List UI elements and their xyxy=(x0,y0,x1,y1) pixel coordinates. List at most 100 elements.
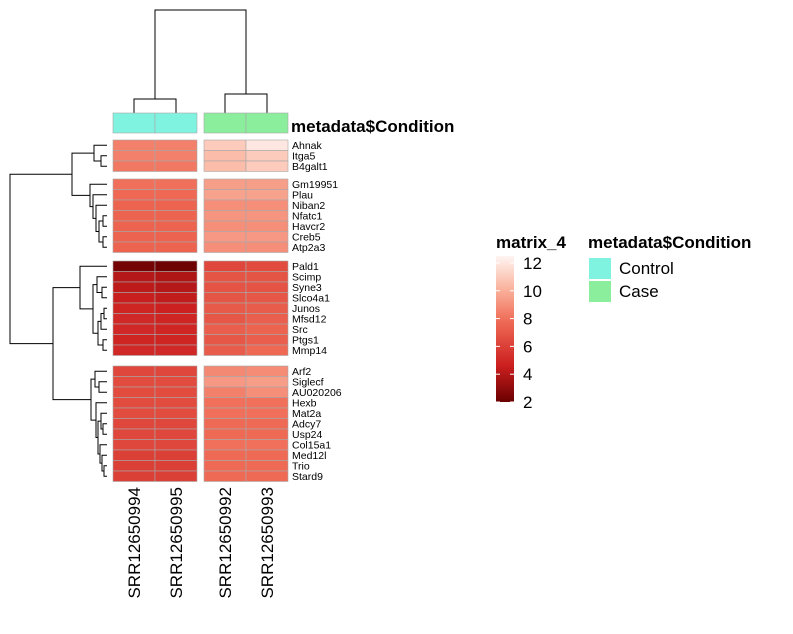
dendrogram-branch xyxy=(71,152,94,196)
gene-label: Arf2 xyxy=(292,366,311,378)
heatmap-cell xyxy=(154,428,198,440)
heatmap-cell xyxy=(203,199,247,211)
gene-label: B4galt1 xyxy=(292,161,328,173)
heatmap-cell xyxy=(112,470,156,482)
condition-legend-items: Control Case xyxy=(589,258,674,302)
annotation-cell xyxy=(203,112,247,134)
heatmap-cell xyxy=(112,407,156,419)
annotation-title: metadata$Condition xyxy=(291,117,454,136)
heatmap-cell xyxy=(203,334,247,346)
heatmap-cell xyxy=(154,260,198,272)
heatmap-cell xyxy=(154,334,198,346)
condition-annotation-bar xyxy=(112,112,289,134)
gene-label: Ahnak xyxy=(292,140,323,152)
legend-tick-label: 8 xyxy=(523,310,532,329)
annotation-cell xyxy=(112,112,156,134)
heatmap-cell xyxy=(245,386,289,398)
heatmap-cell xyxy=(154,449,198,461)
gene-label: Gm19951 xyxy=(292,179,338,191)
heatmap-cell xyxy=(112,160,156,172)
sample-label: SRR12650992 xyxy=(216,487,235,599)
legend-tick-label: 6 xyxy=(523,337,532,356)
heatmap-cell xyxy=(112,418,156,430)
heatmap-cell xyxy=(154,189,198,201)
heatmap-cell xyxy=(203,220,247,232)
column-dendrogram xyxy=(133,9,268,113)
gene-label: Col15a1 xyxy=(292,439,331,451)
heatmap-cell xyxy=(245,376,289,388)
dendrogram-branch xyxy=(133,98,177,113)
heatmap-cell xyxy=(245,178,289,190)
dendrogram-branch xyxy=(102,236,107,248)
heatmap-cell xyxy=(245,397,289,409)
heatmap-cell xyxy=(245,428,289,440)
heatmap-cell xyxy=(203,160,247,172)
dendrogram-branch xyxy=(103,465,107,477)
heatmap-cell xyxy=(203,178,247,190)
heatmap-cell xyxy=(154,220,198,232)
heatmap-cell xyxy=(245,160,289,172)
heatmap-cell xyxy=(203,460,247,472)
heatmap-cell xyxy=(245,139,289,151)
legend-tick-label: 4 xyxy=(523,365,532,384)
heatmap-cell xyxy=(112,139,156,151)
heatmap-cell xyxy=(112,365,156,377)
gene-label: Junos xyxy=(292,303,320,315)
gene-label: Syne3 xyxy=(292,282,322,294)
heatmap-cell xyxy=(203,397,247,409)
heatmap-cell xyxy=(154,139,198,151)
dendrogram-branch xyxy=(99,444,107,464)
color-legend-title: matrix_4 xyxy=(496,233,566,252)
condition-legend-title: metadata$Condition xyxy=(588,233,751,252)
heatmap-cell xyxy=(203,231,247,243)
color-legend-bar xyxy=(496,256,514,402)
condition-legend-swatch xyxy=(589,281,611,302)
heatmap-cell xyxy=(112,220,156,232)
heatmap-cell xyxy=(203,292,247,304)
sample-label: SRR12650994 xyxy=(125,487,144,599)
heatmap-cell xyxy=(245,210,289,222)
gene-label: Pald1 xyxy=(292,261,319,273)
heatmap-cell xyxy=(154,407,198,419)
heatmap-cell xyxy=(245,313,289,325)
dendrogram-branch xyxy=(102,215,107,227)
heatmap-cell xyxy=(203,428,247,440)
heatmap-cell xyxy=(112,210,156,222)
sample-labels: SRR12650994 SRR12650995 SRR12650992 SRR1265… xyxy=(125,487,277,599)
gene-label: Creb5 xyxy=(292,231,321,243)
heatmap-cell xyxy=(154,160,198,172)
heatmap-cell xyxy=(245,231,289,243)
heatmap-cell xyxy=(112,150,156,162)
dendrogram-branch xyxy=(154,9,247,99)
heatmap-cell xyxy=(203,407,247,419)
heatmap-cell xyxy=(245,323,289,335)
heatmap-cell xyxy=(112,178,156,190)
heatmap-cell xyxy=(203,281,247,293)
legend-tick-label: 12 xyxy=(523,254,542,273)
heatmap-cell xyxy=(203,439,247,451)
heatmap-cell xyxy=(245,150,289,162)
heatmap-cell xyxy=(154,397,198,409)
heatmap-cell xyxy=(245,302,289,314)
heatmap-cell xyxy=(245,260,289,272)
heatmap-cell xyxy=(154,439,198,451)
heatmap-cell xyxy=(112,397,156,409)
dendrogram-branch xyxy=(103,307,107,320)
heatmap-cell xyxy=(245,407,289,419)
heatmap-cell xyxy=(112,344,156,356)
gene-label: Mmp14 xyxy=(292,345,327,357)
gene-label: Trio xyxy=(292,460,310,472)
gene-label: Nfatc1 xyxy=(292,210,323,222)
gene-label: Itga5 xyxy=(292,150,316,162)
gene-label: Slco4a1 xyxy=(292,292,330,304)
heatmap-cell xyxy=(203,365,247,377)
heatmap-cell xyxy=(112,241,156,253)
heatmap-cell xyxy=(203,241,247,253)
dendrogram-branch xyxy=(100,412,107,430)
heatmap-cell xyxy=(245,449,289,461)
gene-label: Niban2 xyxy=(292,200,325,212)
heatmap-cell xyxy=(112,428,156,440)
dendrogram-branch xyxy=(98,220,103,243)
heatmap-cell xyxy=(112,386,156,398)
gene-label: Src xyxy=(292,324,308,336)
